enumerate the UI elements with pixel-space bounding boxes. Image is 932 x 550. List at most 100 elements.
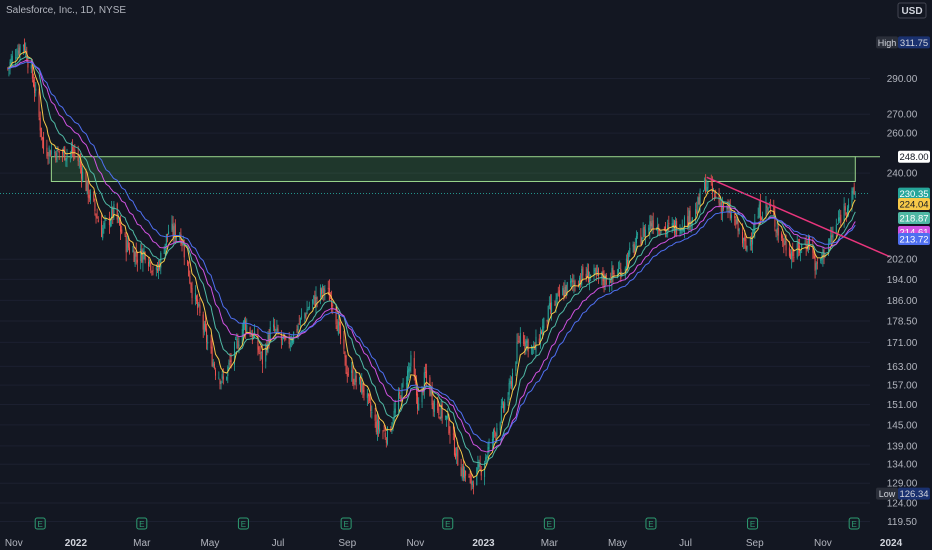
candle-body [585,273,587,278]
candle-body [719,202,721,206]
y-tick-label: 290.00 [887,74,918,85]
currency-button[interactable]: USD [897,2,927,19]
candle-body [581,268,583,286]
candle-body [136,259,138,263]
candle-body [526,340,528,344]
earnings-marker[interactable]: E [848,517,860,530]
descending-trendline[interactable] [706,176,891,258]
candle-body [77,154,79,161]
candle-body [39,117,41,131]
candle-body [120,222,122,232]
earnings-marker[interactable]: E [747,517,759,530]
earnings-marker[interactable]: E [237,517,249,530]
candle-body [438,408,440,416]
candles [7,38,856,495]
y-tick-label: 157.00 [887,381,918,392]
candle-body [65,158,67,162]
candle-body [405,383,407,385]
earnings-marker[interactable]: E [442,517,454,530]
candle-body [516,342,518,363]
candle-body [305,314,307,317]
candle-body [86,180,88,191]
candle-body [720,202,722,213]
y-tick-label: 186.00 [887,296,918,307]
candle-body [48,147,50,157]
x-tick-label: Sep [746,538,764,549]
candle-body [449,434,451,436]
candle-body [189,275,191,284]
candle-body [81,167,83,179]
resistance-zone-box[interactable] [50,156,856,182]
candle-body [496,428,498,436]
candle-body [784,240,786,244]
y-tick-label: 151.00 [887,400,918,411]
candle-body [547,305,549,323]
candle-body [55,152,57,161]
earnings-marker[interactable]: E [136,517,148,530]
y-tick-label: 129.00 [887,479,918,490]
low-tag: Low 126.34 [876,487,930,500]
candle-body [284,337,286,339]
candle-body [695,209,697,221]
ma-price-tag-text: 224.04 [899,200,928,211]
candle-body [754,221,756,234]
candle-body [730,214,732,219]
candle-body [697,197,699,211]
moving-averages [7,50,856,479]
candle-body [667,224,669,231]
candle-body [447,413,449,419]
candle-body [188,261,190,277]
candle-body [198,304,200,306]
candle-body [62,151,64,154]
earnings-marker[interactable]: E [645,517,657,530]
candle-body [66,153,68,159]
candle-body [523,334,525,345]
candle-body [392,423,394,425]
zone-price-tag-text: 248.00 [899,152,928,163]
earnings-letter: E [241,520,246,529]
candle-body [142,250,144,264]
candle-body [499,422,501,431]
candle-body [347,374,349,375]
candle-body [736,218,738,224]
candle-body [244,319,246,325]
earnings-marker[interactable]: E [34,517,46,530]
candle-body [846,207,848,215]
ma-price-tag-bg [898,198,930,210]
candle-body [570,280,572,284]
earnings-marker[interactable]: E [340,517,352,530]
candle-body [319,287,321,298]
candle-body [680,227,682,233]
currency-label: USD [901,6,922,17]
ma-price-tag-bg [898,212,930,224]
candle-body [518,341,520,342]
candle-body [633,244,635,253]
candle-body [355,375,357,383]
candle-body [468,476,470,478]
candle-body [160,252,162,268]
candle-body [823,249,825,259]
candle-body [765,203,767,215]
moving-average-line [7,61,856,444]
candle-body [507,397,509,403]
candle-body [155,267,157,270]
candle-body [729,207,731,219]
candle-body [851,190,853,203]
candle-body [344,351,346,358]
candle-body [307,309,309,311]
candle-body [753,231,755,235]
candle-body [313,295,315,300]
candle-body [652,220,654,229]
candle-body [144,252,146,261]
candle-body [376,419,378,434]
candle-body [85,171,87,192]
candle-body [796,242,798,258]
candle-body [461,468,463,479]
candle-body [533,345,535,347]
x-tick-label: Sep [338,538,356,549]
candle-body [421,386,423,403]
earnings-marker[interactable]: E [543,517,555,530]
candle-body [574,281,576,287]
candle-body [571,279,573,283]
